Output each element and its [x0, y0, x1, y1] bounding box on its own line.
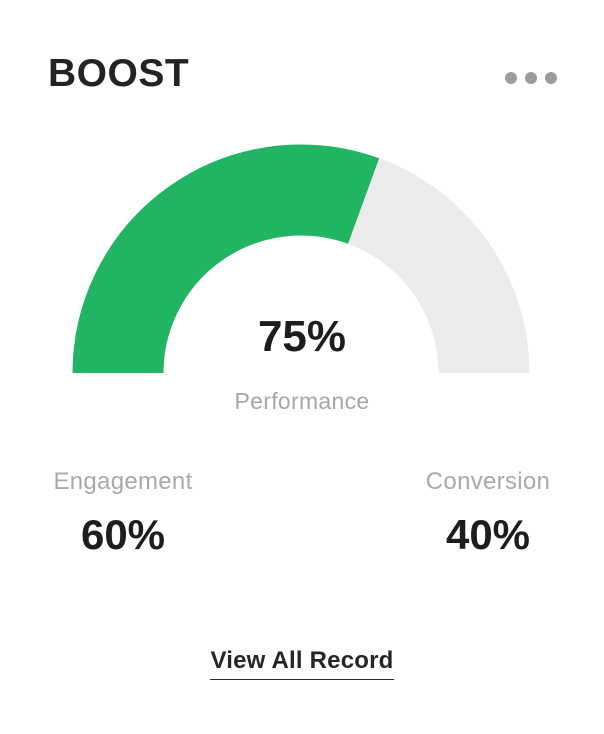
- view-all-record-link[interactable]: View All Record: [210, 647, 394, 680]
- stat-engagement-value: 60%: [80, 511, 166, 558]
- stat-engagement: Engagement 60%: [48, 470, 198, 556]
- gauge-center-label: Performance: [234, 388, 370, 414]
- ellipsis-menu-button[interactable]: [499, 66, 563, 90]
- stat-conversion-value: 40%: [445, 511, 531, 558]
- stat-engagement-label: Engagement: [53, 468, 193, 495]
- ellipsis-icon: [505, 72, 557, 84]
- gauge-value: 75%: [257, 312, 347, 361]
- stat-conversion: Conversion 40%: [422, 470, 554, 556]
- card-footer: View All Record: [0, 647, 604, 680]
- card-title: BOOST: [48, 52, 190, 95]
- stat-conversion-label: Conversion: [425, 468, 551, 495]
